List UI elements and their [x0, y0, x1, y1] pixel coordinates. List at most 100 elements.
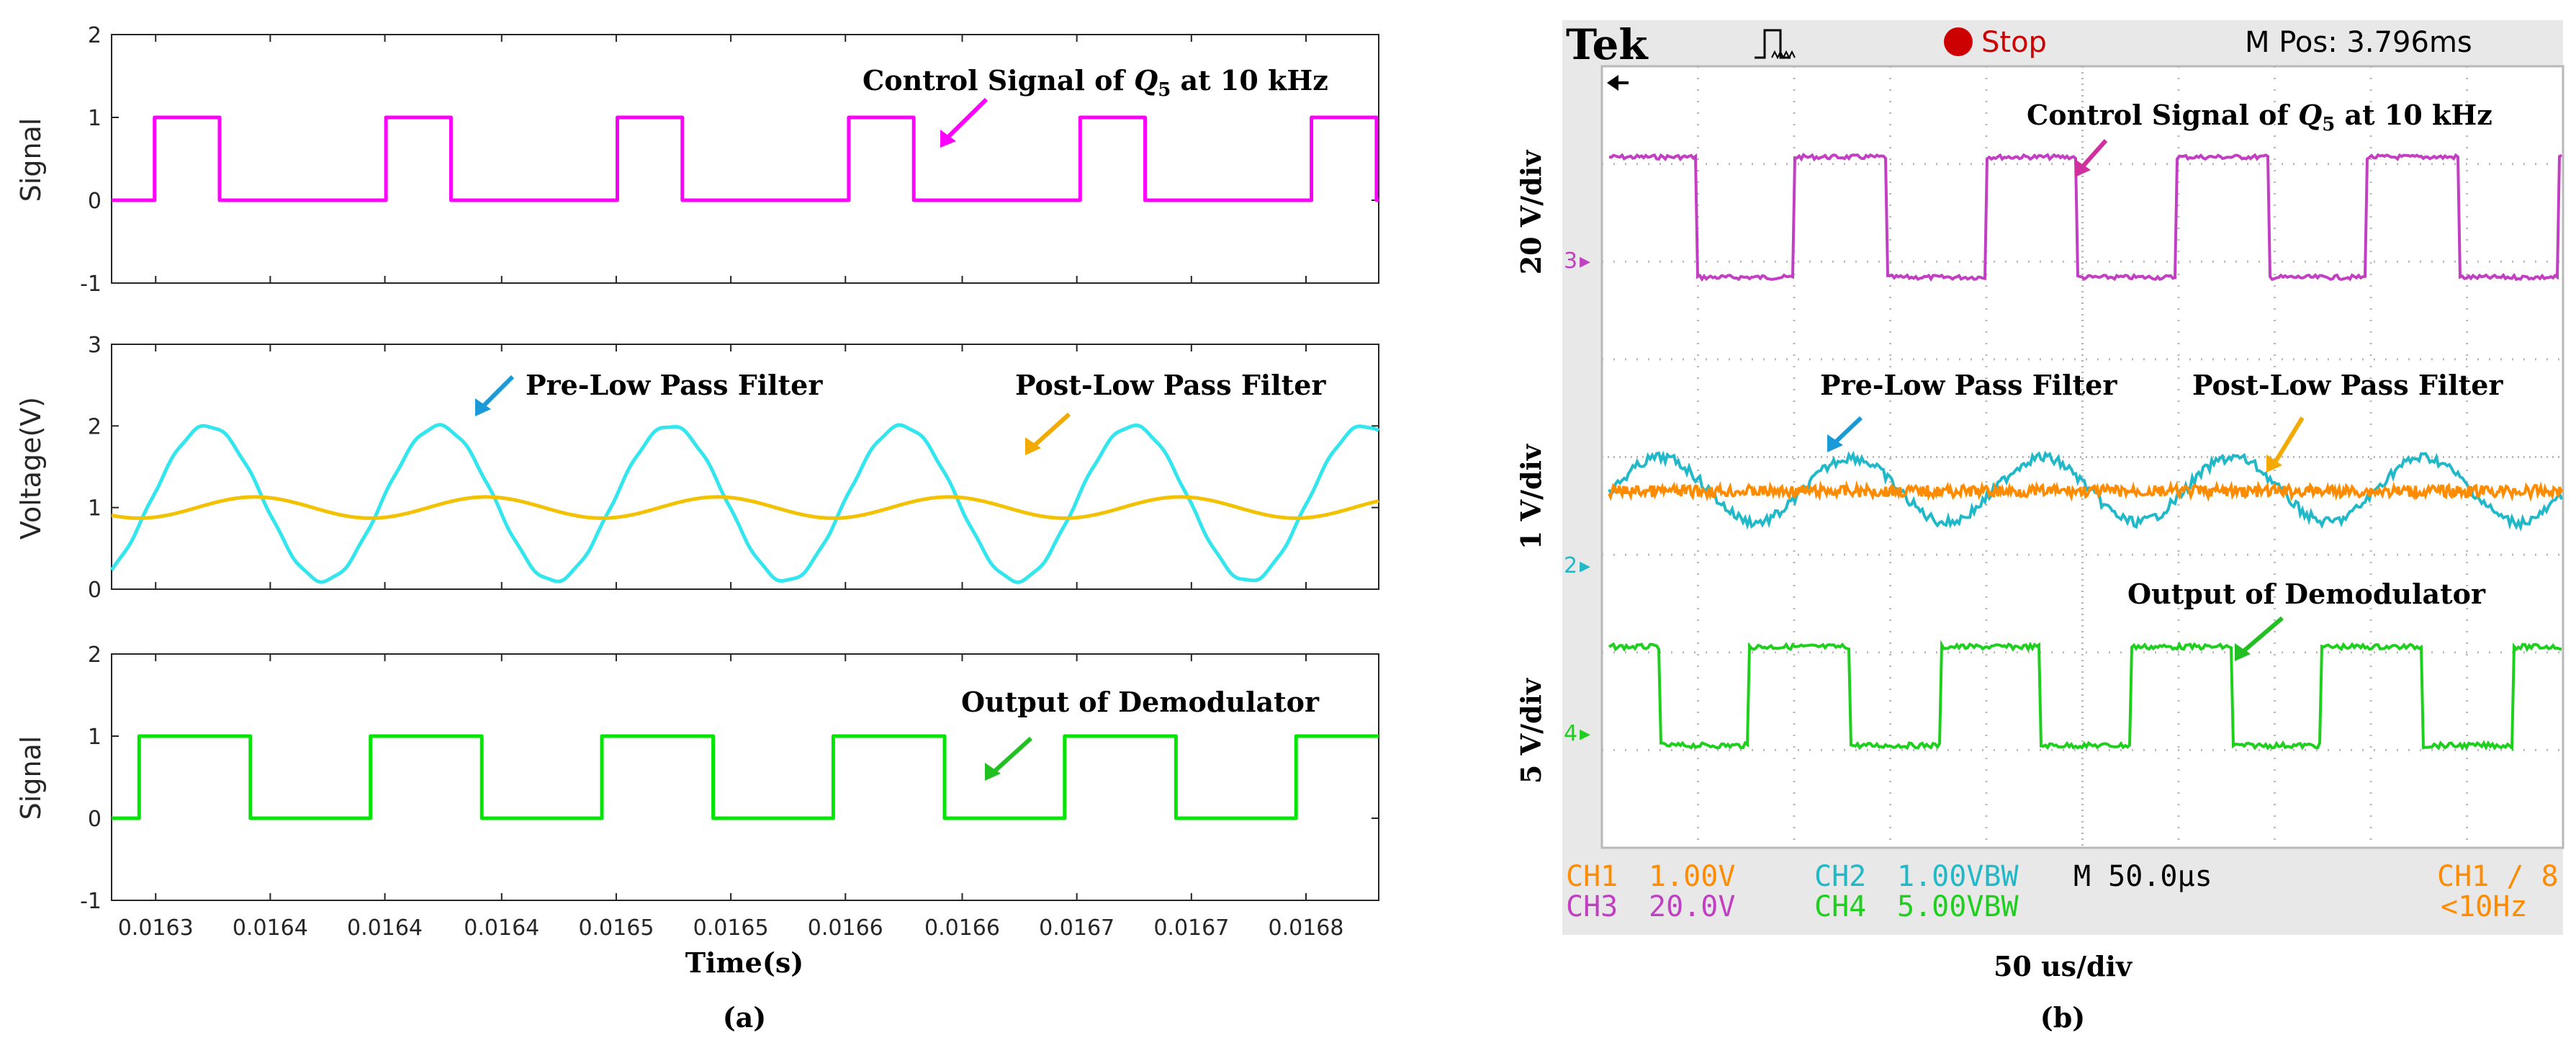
scope-graticule — [1600, 65, 2564, 849]
ylabel-demod: Signal — [15, 736, 47, 820]
marker-ch4-arrow: ▸ — [1580, 721, 1590, 746]
xtick-label: 0.0165 — [578, 915, 654, 941]
arrow-pre-a — [480, 375, 515, 409]
trace-ch3 — [1608, 153, 2563, 282]
readout-ch1: CH1 — [1566, 860, 1618, 893]
xtick-label: 0.0166 — [808, 915, 883, 941]
series-post-low-pass-filter — [111, 495, 1379, 520]
readout-ch3: CH3 — [1566, 890, 1618, 923]
scope-state: Stop — [1981, 26, 2047, 59]
arrow-control-a — [945, 97, 988, 140]
arrow-demod-b-head — [2235, 643, 2251, 661]
series-pre-low-pass-filter — [109, 423, 1380, 584]
xtick-label: 0.0168 — [1268, 915, 1343, 941]
scale-ch4: 5 V/div — [1515, 677, 1547, 784]
panel-b: Tek Stop M Pos: 3.796ms 20 V/div 1 V/div… — [1515, 20, 2564, 1034]
ytick-label: 3 — [88, 333, 102, 358]
subplot-demod-frame — [111, 653, 1379, 901]
marker-ch2-arrow: ▸ — [1580, 553, 1590, 578]
arrow-demod-b — [2241, 616, 2284, 654]
readout-ch2: CH2 — [1814, 860, 1866, 893]
xtick-label: 0.0166 — [924, 915, 1000, 941]
ytick-label: -1 — [80, 889, 102, 914]
xtick-label: 0.0165 — [693, 915, 769, 941]
tick-layer: -1 0 1 2 0 1 2 3 -1 0 1 2 0.0163 0.0164 0.0164 0.0164 0.… — [80, 23, 1379, 941]
arrow-demod-a-head — [985, 763, 1001, 781]
annot-pre-b: Pre-Low Pass Filter — [1820, 369, 2117, 401]
marker-ch3-arrow: ▸ — [1580, 248, 1590, 274]
xlabel-a: Time(s) — [685, 946, 803, 979]
xtick-label: 0.0167 — [1153, 915, 1229, 941]
trace-ch1 — [1608, 480, 2564, 503]
readout-ch4-value: 5.00VBW — [1897, 890, 2019, 923]
series-output-of-demodulator — [112, 734, 1379, 820]
scope-traces — [1608, 153, 2564, 751]
arrow-post-a-head — [1025, 437, 1041, 455]
marker-ch3: 3 — [1564, 248, 1577, 274]
ytick-label: 1 — [88, 106, 102, 131]
subplot-filter-frame — [111, 344, 1379, 590]
annot-post-b: Post-Low Pass Filter — [2192, 369, 2503, 401]
marker-ch2: 2 — [1564, 553, 1577, 578]
readout-ch1-value: 1.00V — [1649, 860, 1735, 893]
scope-border — [1600, 65, 2564, 849]
xlabel-b: 50 us/div — [1994, 950, 2133, 982]
series-layer — [109, 115, 1380, 820]
ytick-label: 2 — [88, 23, 102, 48]
arrow-pre-b — [1832, 416, 1863, 445]
readout-trigger: CH1 ∕ 8 — [2437, 860, 2559, 893]
readout-ch2-value: 1.00VBW — [1897, 860, 2019, 893]
ytick-label: 1 — [88, 496, 102, 521]
readout-ch4: CH4 — [1814, 890, 1866, 923]
xtick-label: 0.0164 — [464, 915, 539, 941]
trigger-mode-icon — [1755, 29, 1791, 59]
annot-post-a: Post-Low Pass Filter — [1015, 369, 1326, 401]
arrow-demod-a — [991, 736, 1033, 774]
scale-ch3: 20 V/div — [1515, 149, 1547, 274]
xtick-label: 0.0167 — [1039, 915, 1114, 941]
series-control-signal-of-q5 — [112, 115, 1379, 202]
caption-a: (a) — [723, 1001, 767, 1034]
annot-demod-b: Output of Demodulator — [2127, 578, 2486, 610]
xtick-label: 0.0164 — [233, 915, 308, 941]
ytick-label: 2 — [88, 414, 102, 439]
ytick-label: 2 — [88, 642, 102, 668]
annot-pre-a: Pre-Low Pass Filter — [526, 369, 823, 401]
ytick-label: -1 — [80, 272, 102, 297]
annot-control-b: Control Signal of Q5 at 10 kHz — [2027, 99, 2492, 135]
scale-ch2: 1 V/div — [1515, 443, 1547, 550]
arrow-pre-a-head — [475, 398, 491, 416]
panel-a: -1 0 1 2 0 1 2 3 -1 0 1 2 0.0163 0.0164 0.0164 0.0164 0.… — [15, 23, 1380, 1034]
xtick-label: 0.0164 — [347, 915, 423, 941]
arrow-post-b-head — [2266, 454, 2282, 473]
marker-ch4: 4 — [1564, 721, 1577, 746]
ytick-label: 0 — [88, 189, 102, 214]
subplot-control-frame — [111, 34, 1379, 284]
arrow-control-b-head — [2075, 159, 2091, 177]
trigger-mode-icon-tail — [1771, 50, 1796, 60]
stop-icon — [1944, 27, 1973, 56]
trace-ch2 — [1608, 450, 2563, 532]
scope-mpos: M Pos: 3.796ms — [2245, 26, 2472, 59]
annot-control-a: Control Signal of Q5 at 10 kHz — [863, 64, 1328, 101]
readout-timebase: M 50.0μs — [2073, 860, 2212, 893]
xtick-label: 0.0163 — [118, 915, 194, 941]
readout-trigger-freq: <10Hz — [2441, 890, 2527, 923]
scope-brand: Tek — [1566, 20, 1649, 69]
arrow-pre-b-head — [1827, 434, 1843, 452]
trigger-position-icon — [1607, 75, 1618, 91]
scope-readouts: CH1 1.00V CH2 1.00VBW M 50.0μs CH1 ∕ 8 C… — [1566, 860, 2559, 923]
ylabel-control: Signal — [15, 118, 47, 202]
caption-b: (b) — [2040, 1001, 2086, 1034]
ytick-label: 0 — [88, 578, 102, 603]
trace-ch4 — [1608, 640, 2562, 751]
arrow-control-b — [2080, 139, 2108, 169]
annot-demod-a: Output of Demodulator — [961, 686, 1320, 718]
ytick-label: 1 — [88, 725, 102, 750]
arrow-control-a-head — [940, 130, 956, 148]
ylabel-filter: Voltage(V) — [15, 397, 47, 539]
ytick-label: 0 — [88, 807, 102, 832]
arrow-post-a — [1031, 412, 1071, 449]
arrow-post-b — [2273, 416, 2305, 464]
